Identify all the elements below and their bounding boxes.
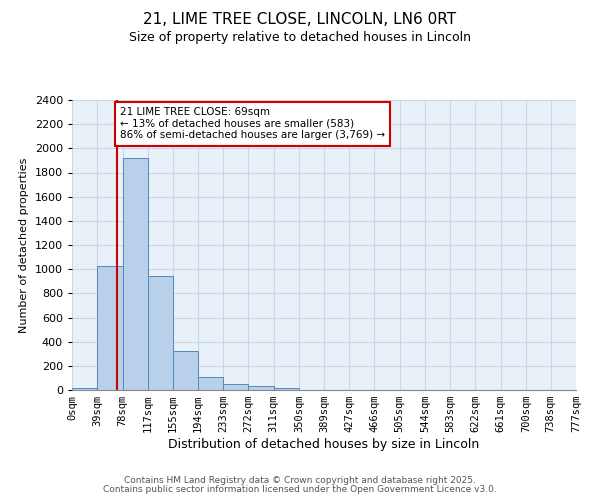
Bar (97, 266, 122, 390)
Y-axis label: Number of detached properties: Number of detached properties (19, 158, 29, 332)
Text: Contains HM Land Registry data © Crown copyright and database right 2025.: Contains HM Land Registry data © Crown c… (124, 476, 476, 485)
Bar (198, 378, 223, 390)
Text: 21, LIME TREE CLOSE, LINCOLN, LN6 0RT: 21, LIME TREE CLOSE, LINCOLN, LN6 0RT (143, 12, 457, 28)
Text: Contains public sector information licensed under the Open Government Licence v3: Contains public sector information licen… (103, 485, 497, 494)
Bar (173, 352, 198, 390)
Text: Size of property relative to detached houses in Lincoln: Size of property relative to detached ho… (129, 31, 471, 44)
Bar (223, 384, 248, 390)
Bar (148, 276, 173, 390)
Bar (248, 386, 274, 390)
Bar (122, 158, 148, 390)
X-axis label: Distribution of detached houses by size in Lincoln: Distribution of detached houses by size … (169, 438, 479, 451)
Text: 21 LIME TREE CLOSE: 69sqm
← 13% of detached houses are smaller (583)
86% of semi: 21 LIME TREE CLOSE: 69sqm ← 13% of detac… (120, 108, 385, 140)
Bar (274, 388, 299, 390)
Bar (72, 388, 97, 390)
